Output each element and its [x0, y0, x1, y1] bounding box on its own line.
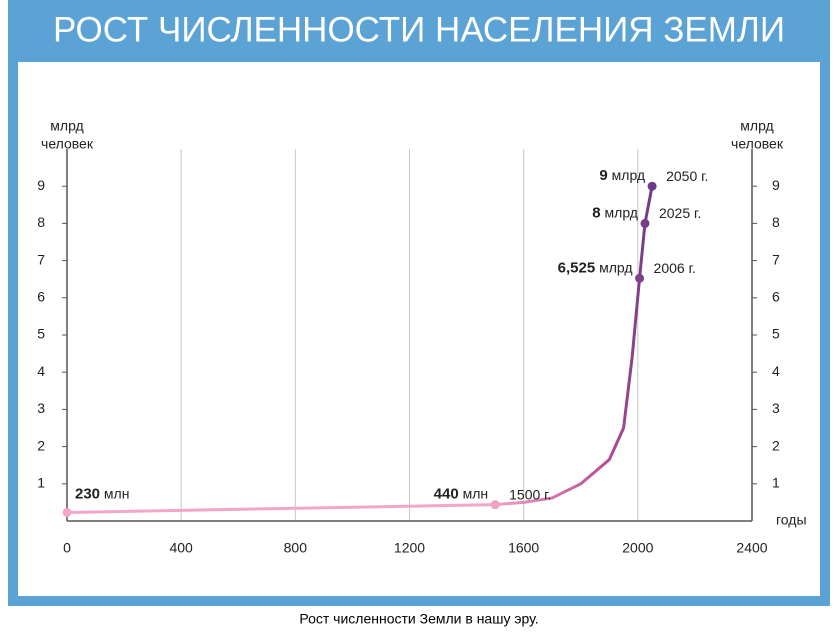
y2-tick-label: 9	[772, 177, 780, 193]
y2-tick-label: 8	[772, 214, 780, 230]
point-marker	[490, 500, 500, 510]
point-marker	[640, 218, 650, 228]
x-axis-label: годы	[776, 512, 807, 528]
data-label-value: 440	[434, 486, 459, 503]
x-tick-label: 1200	[394, 540, 425, 556]
x-tick-label: 2000	[622, 540, 653, 556]
data-label-value: 6,525	[558, 259, 596, 276]
y-tick-label: 8	[37, 214, 45, 230]
x-tick-label: 2400	[736, 540, 767, 556]
y2-tick-label: 1	[772, 475, 780, 491]
data-label-value: 230	[75, 485, 100, 502]
chart-title: РОСТ ЧИСЛЕННОСТИ НАСЕЛЕНИЯ ЗЕМЛИ	[53, 10, 785, 49]
y-axis-label: млрд	[50, 118, 83, 134]
y2-axis-label: человек	[731, 136, 784, 152]
y2-tick-label: 5	[772, 326, 780, 342]
data-label: 8 млрд	[592, 204, 638, 221]
y-tick-label: 7	[37, 251, 45, 267]
data-label-unit: млрд	[612, 167, 645, 183]
data-label-unit: млн	[104, 485, 130, 501]
data-label: 440 млн	[434, 485, 488, 502]
x-tick-label: 1600	[508, 540, 539, 556]
point-marker	[62, 507, 72, 517]
year-label: 2050 г.	[666, 168, 708, 184]
y-tick-label: 6	[37, 289, 45, 305]
year-label: 2006 г.	[654, 260, 696, 276]
x-tick-label: 0	[63, 540, 71, 556]
y-tick-label: 5	[37, 326, 45, 342]
y2-tick-label: 4	[772, 363, 780, 379]
y-tick-label: 2	[37, 437, 45, 453]
data-label-value: 9	[599, 167, 607, 184]
x-tick-label: 800	[284, 540, 308, 556]
y2-axis-label: млрд	[740, 118, 773, 134]
y2-tick-label: 6	[772, 289, 780, 305]
year-label: 2025 г.	[659, 205, 701, 221]
data-label-value: 8	[592, 204, 600, 221]
data-label: 9 млрд	[599, 167, 645, 184]
point-marker	[647, 181, 657, 191]
caption: Рост численности Земли в нашу эру.	[299, 611, 538, 627]
population-line	[66, 185, 654, 514]
data-label-unit: млн	[463, 485, 489, 501]
data-label-unit: млрд	[605, 204, 638, 220]
year-label: 1500 г.	[509, 486, 551, 502]
plot-background	[18, 62, 820, 596]
x-tick-label: 400	[169, 540, 193, 556]
y-tick-label: 1	[37, 475, 45, 491]
y-axis-label: человек	[41, 136, 94, 152]
y2-tick-label: 7	[772, 251, 780, 267]
data-label: 230 млн	[75, 485, 129, 502]
y-tick-label: 3	[37, 400, 45, 416]
y2-tick-label: 3	[772, 400, 780, 416]
data-label: 6,525 млрд	[558, 259, 633, 276]
y2-tick-label: 2	[772, 437, 780, 453]
data-label-unit: млрд	[599, 259, 632, 275]
y-tick-label: 9	[37, 177, 45, 193]
y-tick-label: 4	[37, 363, 45, 379]
point-marker	[635, 273, 645, 283]
